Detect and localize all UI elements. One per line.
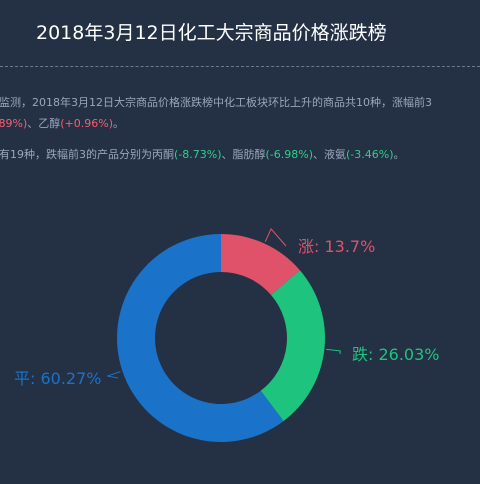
leader-line-1 [264,228,287,247]
donut-chart: 涨: 13.7% 跌: 26.03% 平: 60.27% [0,200,480,480]
rise-value-1: 3.89%) [0,117,28,130]
summary-line-falling: 共有19种，跌幅前3的产品分别为丙酮(-8.73%)、脂肪醇(-6.98%)、液… [0,146,405,162]
rise-product-2: 、乙醇 [27,117,61,130]
sentence-end-2: 。 [393,148,405,161]
fall-intro: 共有19种，跌幅前3的产品分别为丙酮 [0,148,174,161]
fall-value-1: (-8.73%) [174,148,222,161]
page-title: 2018年3月12日化工大宗商品价格涨跌榜 [36,22,387,44]
fall-value-3: (-3.46%) [346,148,394,161]
leader-line-2 [326,348,341,355]
slice-label-1: 涨: 13.7% [298,237,375,256]
donut-chart-svg: 涨: 13.7% 跌: 26.03% 平: 60.27% [14,228,440,442]
fall-value-2: (-6.98%) [265,148,314,161]
slice-label-3: 平: 60.27% [14,369,102,388]
slice-label-2: 跌: 26.03% [352,345,440,364]
fall-product-2: 、脂肪醇 [221,148,266,161]
sentence-end: 。 [113,117,124,130]
slice-1[interactable] [221,234,300,295]
slice-2[interactable] [260,270,325,422]
fall-product-3: 、液氨 [313,148,346,161]
rise-value-2: (+0.96%) [60,117,113,130]
leader-line-3 [107,371,121,379]
title-divider [0,66,480,67]
summary-line-rising: 格监测，2018年3月12日大宗商品价格涨跌榜中化工板块环比上升的商品共10种，… [0,96,432,109]
summary-line-rising-top: 3.89%)、乙醇(+0.96%)。 [0,115,124,131]
slice-3[interactable] [116,234,284,442]
